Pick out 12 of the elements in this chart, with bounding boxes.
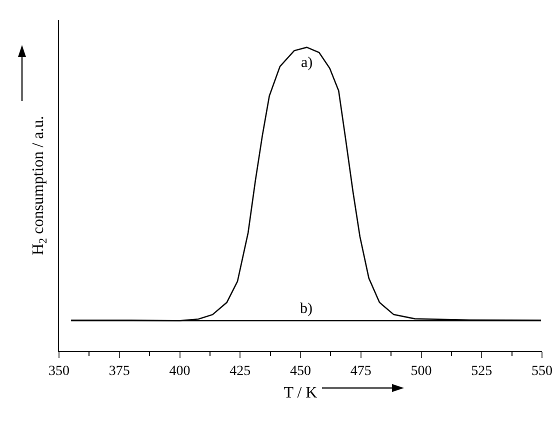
x-tick-label: 500 [410, 364, 432, 379]
x-tick-label: 350 [48, 364, 70, 379]
x-tick-label: 425 [230, 364, 251, 379]
x-axis-title: T / K [284, 384, 318, 402]
x-tick-label: 550 [532, 364, 552, 379]
x-tick-label: 475 [350, 364, 372, 379]
x-tick-label: 450 [290, 364, 311, 379]
x-tick-label: 525 [471, 364, 492, 379]
x-tick-label: 375 [108, 364, 130, 379]
series-label: b) [300, 301, 312, 317]
x-tick-label: 400 [169, 364, 190, 379]
series-label: a) [301, 55, 313, 71]
